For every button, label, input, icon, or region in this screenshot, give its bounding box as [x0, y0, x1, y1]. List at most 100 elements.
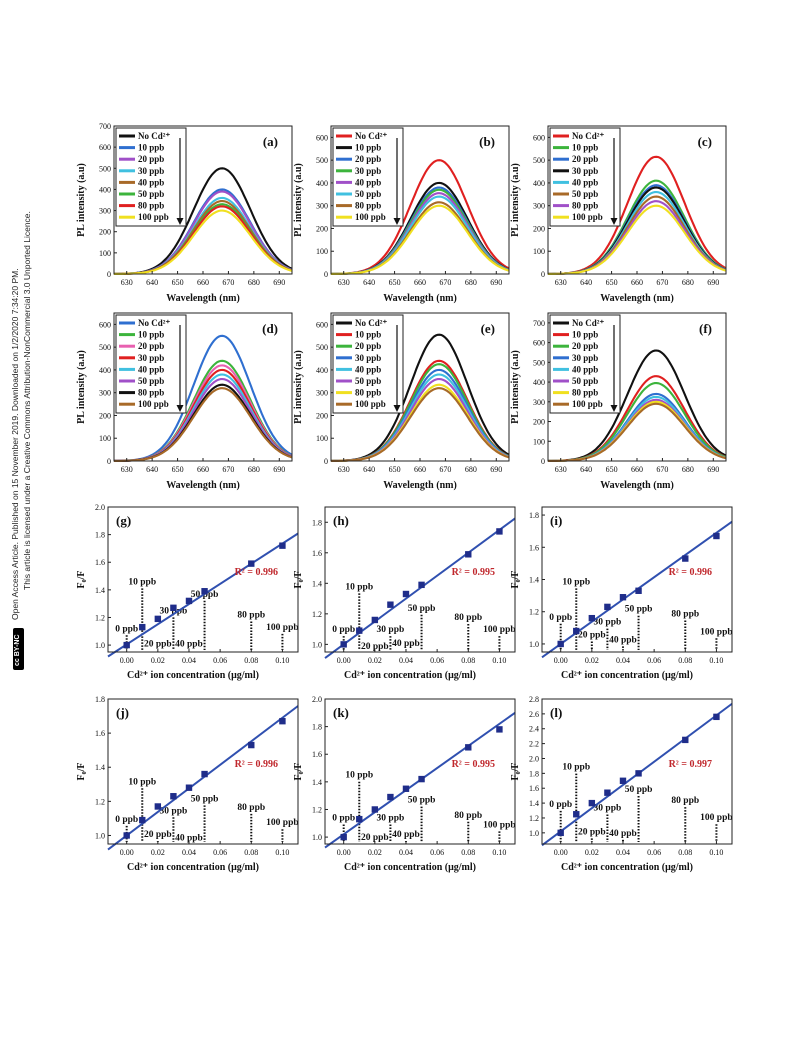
legend-entry: 50 ppb — [572, 189, 598, 199]
annotation-label: 30 ppb — [594, 804, 622, 814]
plot-frame — [541, 698, 733, 845]
x-tick-label: 660 — [631, 465, 643, 474]
legend-arrow-head — [393, 218, 401, 225]
linear-fit-line — [107, 705, 299, 851]
y-axis-label: F₀/F — [76, 571, 87, 589]
legend-entry: 20 ppb — [572, 154, 598, 164]
x-tick-label: 640 — [363, 465, 375, 474]
legend-entry: 100 ppb — [355, 399, 386, 409]
legend-entry: 40 ppb — [138, 177, 164, 187]
legend-entry: 40 ppb — [572, 364, 598, 374]
calibration-panel: 0 ppb 10 ppb 20 ppb 30 ppb 40 ppb 50 ppb 80 pp… — [76, 695, 299, 873]
y-tick-label: 1.8 — [312, 518, 322, 527]
x-tick-label: 690 — [273, 465, 285, 474]
legend-entry: No Cd²⁺ — [138, 131, 170, 141]
panel-label: (i) — [550, 513, 562, 528]
x-axis-label: Cd²⁺ ion concentration (μg/ml) — [344, 862, 476, 873]
legend-entry: 50 ppb — [572, 376, 598, 386]
y-tick-label: 2.8 — [529, 695, 539, 704]
x-tick-label: 650 — [606, 465, 618, 474]
x-tick-label: 0.10 — [492, 848, 506, 857]
y-tick-label: 2.2 — [529, 740, 539, 749]
x-tick-label: 670 — [439, 278, 451, 287]
license-note[interactable]: This article is licensed under a Creativ… — [22, 211, 32, 590]
series-line-8 — [331, 387, 510, 462]
legend-entry: 10 ppb — [572, 330, 598, 340]
data-point — [635, 587, 642, 594]
y-tick-label: 300 — [533, 398, 545, 407]
y-axis-label: F₀/F — [293, 571, 304, 589]
legend-arrow-head — [610, 218, 618, 225]
x-axis-label: Wavelength (nm) — [600, 480, 674, 491]
data-point — [573, 811, 580, 818]
y-tick-label: 600 — [316, 133, 328, 142]
annotation-label: 20 ppb — [361, 642, 389, 652]
y-tick-label: 500 — [533, 358, 545, 367]
license-sidebar: Open Access Article. Published on 15 Nov… — [0, 0, 40, 1039]
x-tick-label: 670 — [439, 465, 451, 474]
y-tick-label: 1.6 — [95, 729, 105, 738]
series-line-8 — [113, 209, 293, 276]
legend-entry: No Cd²⁺ — [572, 318, 604, 328]
r-squared-label: R² = 0.995 — [452, 759, 495, 770]
x-tick-label: 0.10 — [275, 656, 289, 665]
data-point — [356, 815, 363, 823]
pl-spectrum-panel: 630 640 650 660 670 680 690 0 100 200 300 400 500 600… — [293, 312, 510, 491]
r-squared-label: R² = 0.995 — [452, 567, 495, 578]
panel-label: (d) — [262, 321, 278, 336]
y-tick-label: 1.8 — [529, 511, 539, 520]
legend-entry: 30 ppb — [572, 353, 598, 363]
y-tick-label: 1.6 — [529, 784, 539, 793]
legend-entry: 80 ppb — [355, 201, 381, 211]
data-point — [557, 829, 564, 837]
legend-entry: 40 ppb — [355, 364, 381, 374]
x-tick-label: 630 — [338, 465, 350, 474]
data-point — [201, 588, 208, 595]
x-axis-label: Wavelength (nm) — [166, 293, 240, 304]
x-tick-label: 680 — [465, 278, 477, 287]
x-axis-label: Cd²⁺ ion concentration (μg/ml) — [127, 670, 259, 681]
y-tick-label: 0 — [107, 457, 111, 466]
legend-box — [115, 314, 187, 414]
legend-arrow-head — [610, 405, 618, 412]
x-axis-label: Cd²⁺ ion concentration (μg/ml) — [561, 862, 693, 873]
y-tick-label: 1.8 — [95, 695, 105, 704]
y-tick-label: 1.8 — [95, 531, 105, 540]
legend-entry: 10 ppb — [355, 330, 381, 340]
cc-license-badge[interactable] — [13, 628, 24, 670]
data-point — [465, 551, 472, 558]
x-tick-label: 0.06 — [430, 848, 444, 857]
pl-spectrum-panel: 630 640 650 660 670 680 690 0 100 200 300 400 500 600… — [510, 312, 727, 491]
x-tick-label: 640 — [363, 278, 375, 287]
x-tick-label: 0.10 — [709, 848, 723, 857]
x-tick-label: 670 — [656, 465, 668, 474]
r-squared-label: R² = 0.997 — [669, 759, 712, 770]
y-tick-label: 1.0 — [95, 831, 105, 840]
legend-entry: 100 ppb — [138, 212, 169, 222]
x-tick-label: 0.08 — [678, 848, 692, 857]
y-tick-label: 1.4 — [529, 576, 539, 585]
x-tick-label: 0.06 — [647, 848, 661, 857]
annotation-label: 80 ppb — [671, 610, 699, 620]
panel-label: (f) — [699, 321, 712, 336]
legend-entry: 80 ppb — [572, 388, 598, 398]
y-axis-label: PL intensity (a.u) — [293, 163, 304, 237]
y-tick-label: 300 — [316, 389, 328, 398]
x-tick-label: 680 — [682, 278, 694, 287]
legend-entry: 80 ppb — [138, 201, 164, 211]
x-tick-label: 660 — [414, 465, 426, 474]
x-tick-label: 650 — [172, 465, 184, 474]
legend-entry: 30 ppb — [138, 166, 164, 176]
annotation-label: 40 ppb — [392, 830, 420, 840]
legend-entry: 40 ppb — [572, 177, 598, 187]
y-tick-label: 500 — [316, 343, 328, 352]
data-point — [356, 627, 363, 634]
annotation-label: 20 ppb — [578, 827, 606, 837]
x-tick-label: 650 — [606, 278, 618, 287]
pl-spectrum-panel: 630 640 650 660 670 680 690 0 100 200 300 400 500 600… — [510, 125, 727, 304]
annotation-label: 80 ppb — [671, 796, 699, 806]
x-tick-label: 630 — [121, 465, 133, 474]
panel-label: (e) — [481, 321, 495, 336]
legend-entry: No Cd²⁺ — [572, 131, 604, 141]
annotation-label: 50 ppb — [408, 796, 436, 806]
